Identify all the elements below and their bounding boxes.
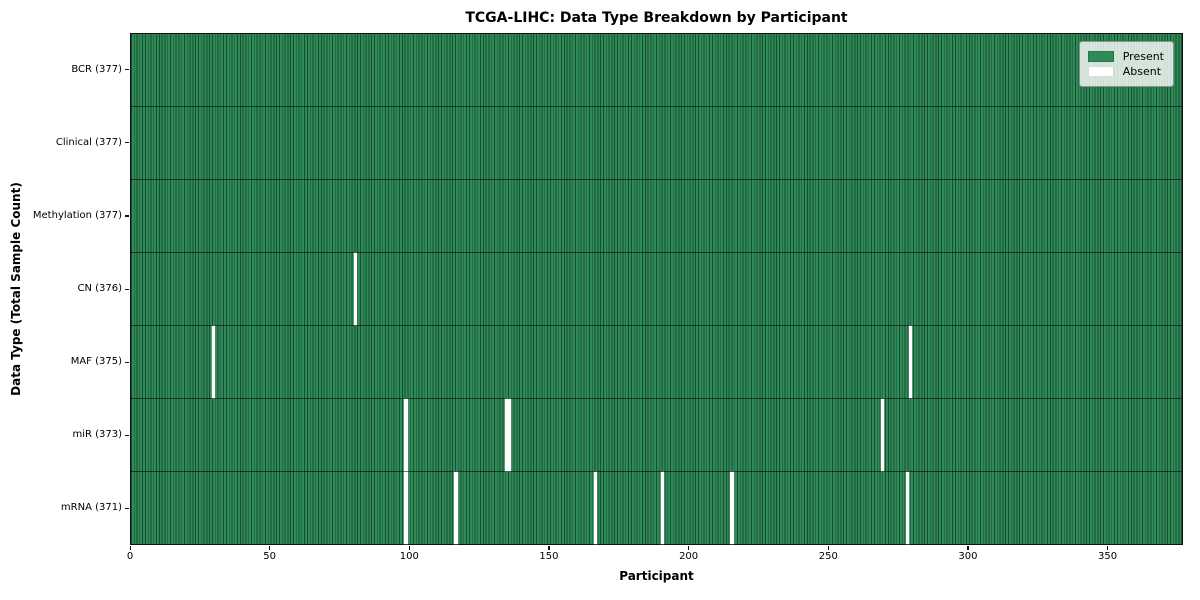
y-tick-mark: [125, 142, 129, 144]
x-tick-label-300: 300: [958, 551, 978, 562]
heatmap-row-mRNA: [131, 472, 1182, 544]
x-tick-mark: [548, 546, 550, 550]
heatmap-row-Methylation: [131, 180, 1182, 253]
plot-area: Present Absent: [130, 33, 1183, 545]
y-tick-mark: [125, 288, 129, 290]
absent-cell-MAF-29: [211, 326, 216, 398]
x-tick-label-100: 100: [399, 551, 419, 562]
y-tick-mark: [125, 507, 129, 510]
x-tick-label-350: 350: [1098, 551, 1118, 562]
x-tick-mark: [269, 546, 271, 550]
y-tick-label-MAF: MAF (375): [70, 356, 122, 368]
absent-cell-mRNA-190: [660, 472, 665, 544]
legend-swatch-present: [1087, 51, 1114, 62]
absent-cell-mRNA-166: [593, 472, 598, 544]
absent-cell-mRNA-116: [454, 472, 458, 544]
x-tick-label-50: 50: [263, 551, 277, 562]
y-tick-mark: [125, 434, 129, 436]
x-tick-label-0: 0: [126, 551, 134, 562]
absent-cell-MAF-279: [908, 326, 913, 398]
legend-label-present: Present: [1122, 50, 1164, 63]
x-tick-label-250: 250: [818, 551, 838, 562]
x-tick-mark: [1107, 546, 1109, 550]
x-tick-mark: [408, 546, 410, 550]
y-tick-label-BCR: BCR (377): [71, 63, 122, 75]
heatmap-row-miR: [131, 399, 1182, 472]
y-tick-label-Clinical: Clinical (377): [55, 136, 122, 148]
chart-title: TCGA-LIHC: Data Type Breakdown by Partic…: [465, 10, 848, 26]
absent-cell-miR-135: [507, 399, 511, 471]
heatmap-row-Clinical: [131, 107, 1182, 180]
absent-cell-mRNA-98: [404, 472, 408, 544]
x-tick-mark: [967, 546, 969, 550]
y-tick-mark: [125, 69, 129, 71]
legend-item-absent: Absent: [1087, 65, 1164, 78]
heatmap-row-MAF: [131, 326, 1182, 399]
absent-cell-miR-134: [504, 399, 508, 471]
x-tick-mark: [688, 546, 690, 550]
absent-cell-CN-80: [354, 253, 358, 325]
x-tick-label-200: 200: [679, 551, 699, 562]
y-tick-label-mRNA: mRNA (371): [60, 502, 122, 514]
x-axis-label: Participant: [619, 569, 694, 583]
x-tick-mark: [129, 546, 131, 550]
x-tick-mark: [827, 546, 829, 550]
absent-cell-miR-98: [404, 399, 408, 471]
heatmap-row-BCR: [131, 34, 1182, 107]
absent-cell-mRNA-278: [906, 472, 910, 544]
y-tick-mark: [125, 361, 129, 363]
legend-item-present: Present: [1087, 50, 1164, 63]
legend-swatch-absent: [1087, 66, 1114, 77]
legend-label-absent: Absent: [1122, 65, 1162, 78]
x-tick-label-150: 150: [539, 551, 559, 562]
legend: Present Absent: [1078, 41, 1174, 87]
y-tick-label-Methylation: Methylation (377): [32, 209, 122, 221]
y-tick-label-CN: CN (376): [77, 283, 122, 294]
absent-cell-miR-269: [880, 399, 885, 471]
y-tick-mark: [125, 215, 129, 217]
y-tick-label-miR: miR (373): [72, 429, 122, 441]
absent-cell-mRNA-215: [730, 472, 734, 544]
heatmap-row-CN: [131, 253, 1182, 326]
